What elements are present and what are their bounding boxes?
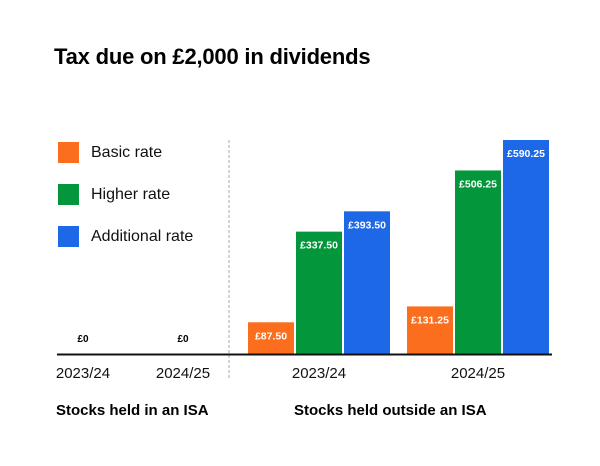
bar-value-label: £506.25 bbox=[459, 178, 497, 190]
bar-value-label: £131.25 bbox=[411, 314, 449, 326]
zero-value-label: £0 bbox=[77, 334, 89, 345]
legend-item-basic-rate: Basic rate bbox=[58, 142, 162, 163]
x-tick-label: 2023/24 bbox=[56, 365, 110, 382]
bar-basic-rate bbox=[407, 306, 453, 354]
legend-swatch-basic-rate bbox=[58, 142, 79, 163]
x-tick-label: 2024/25 bbox=[156, 365, 210, 382]
chart-title: Tax due on £2,000 in dividends bbox=[54, 44, 371, 69]
group-label-outside-isa: Stocks held outside an ISA bbox=[294, 402, 487, 419]
bar-value-label: £590.25 bbox=[507, 148, 545, 160]
bar-value-label: £87.50 bbox=[255, 330, 287, 342]
bar-value-label: £393.50 bbox=[348, 219, 386, 231]
bar-higher-rate bbox=[296, 231, 342, 354]
legend-item-additional-rate: Additional rate bbox=[58, 226, 193, 247]
x-tick-label: 2023/24 bbox=[292, 365, 346, 382]
bar-additional-rate bbox=[344, 211, 390, 354]
bar-value-label: £337.50 bbox=[300, 240, 338, 252]
legend-label: Higher rate bbox=[91, 185, 171, 203]
legend-label: Basic rate bbox=[91, 143, 163, 161]
bar-additional-rate bbox=[503, 140, 549, 354]
legend-item-higher-rate: Higher rate bbox=[58, 184, 170, 205]
legend-label: Additional rate bbox=[91, 227, 194, 245]
bar-higher-rate bbox=[455, 170, 501, 354]
x-tick-label: 2024/25 bbox=[451, 365, 505, 382]
bar-basic-rate bbox=[248, 322, 294, 354]
zero-value-label: £0 bbox=[177, 334, 189, 345]
legend-swatch-additional-rate bbox=[58, 226, 79, 247]
legend-swatch-higher-rate bbox=[58, 184, 79, 205]
group-label-isa: Stocks held in an ISA bbox=[56, 402, 209, 419]
